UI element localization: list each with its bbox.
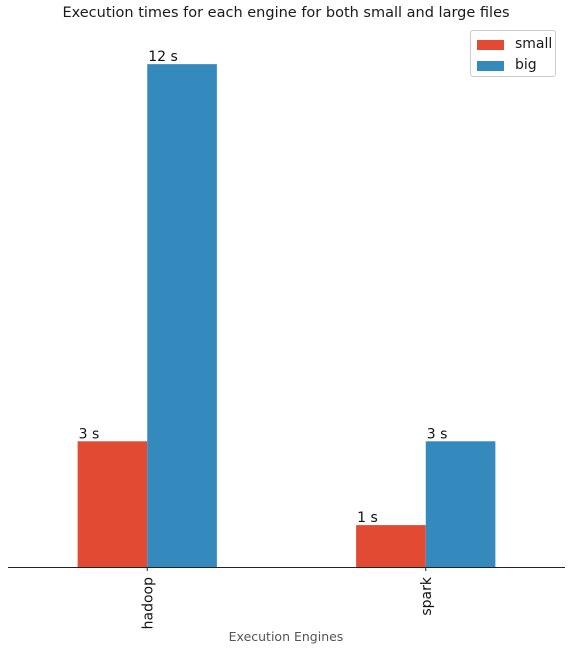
value-label-big-hadoop: 12 s — [148, 49, 178, 65]
legend-swatch-small — [477, 40, 504, 50]
bar-big-hadoop — [147, 64, 217, 568]
legend-swatch-big — [477, 61, 504, 71]
value-label-small-hadoop: 3 s — [79, 426, 100, 442]
value-label-big-spark: 3 s — [427, 426, 448, 442]
bar-big-spark — [425, 441, 496, 567]
x-tick-label-hadoop: hadoop — [140, 577, 156, 629]
legend-label-big: big — [515, 57, 537, 73]
legend: small big — [470, 30, 556, 77]
bar-small-hadoop — [77, 441, 148, 567]
x-axis-label: Execution Engines — [228, 629, 344, 644]
bar-small-spark — [356, 525, 426, 567]
legend-label-small: small — [515, 36, 553, 52]
x-tick-labels: hadoop spark — [140, 567, 435, 629]
value-labels-group: 3 s 12 s 1 s 3 s — [79, 49, 448, 526]
value-label-small-spark: 1 s — [357, 510, 378, 526]
chart-title: Execution times for each engine for both… — [62, 5, 510, 21]
bars-group — [77, 64, 496, 568]
x-tick-label-spark: spark — [419, 576, 435, 616]
